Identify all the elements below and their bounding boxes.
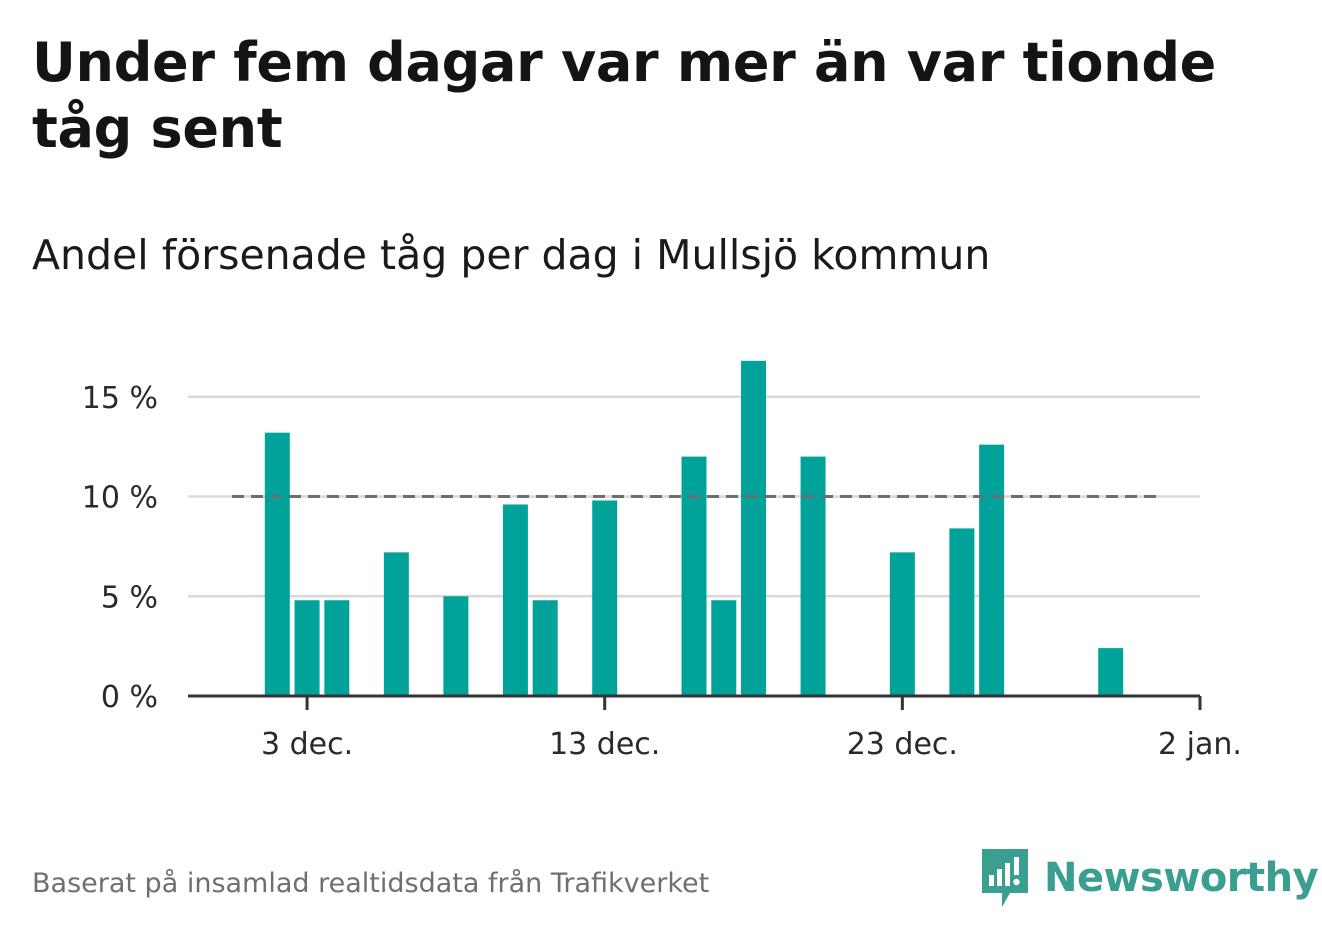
bar <box>502 504 528 696</box>
axis-layer: 0 % 5 % 10 % 15 % 3 dec. 13 dec. 23 dec. 2 jan. <box>82 381 1242 762</box>
x-tick-label: 23 dec. <box>847 727 958 762</box>
y-tick-label: 10 % <box>82 481 158 516</box>
bar <box>443 596 469 696</box>
source-note: Baserat på insamlad realtidsdata från Tr… <box>32 868 710 899</box>
x-tick-label: 2 jan. <box>1158 727 1242 762</box>
y-tick-label: 15 % <box>82 381 158 416</box>
bar <box>324 600 350 696</box>
bar-chart: 0 % 5 % 10 % 15 % 3 dec. 13 dec. 23 dec. 2 jan. <box>82 360 1242 762</box>
bar <box>532 600 558 696</box>
bar <box>979 444 1005 696</box>
bar <box>681 456 707 696</box>
bar <box>1098 648 1124 696</box>
brand-logo: Newsworthy <box>980 846 1319 910</box>
x-tick-label: 3 dec. <box>261 727 353 762</box>
x-tick-label: 13 dec. <box>549 727 660 762</box>
y-tick-label: 5 % <box>101 580 158 615</box>
bar <box>711 600 737 696</box>
y-tick-label: 0 % <box>101 680 158 715</box>
chart-title: Under fem dagar var mer än var tionde tå… <box>32 31 1216 160</box>
chart-subtitle: Andel försenade tåg per dag i Mullsjö ko… <box>32 231 991 279</box>
newsworthy-logo-icon <box>982 849 1028 907</box>
bar <box>949 528 975 696</box>
bar <box>592 500 618 696</box>
bar <box>383 552 409 696</box>
bars-layer <box>264 360 1124 696</box>
bar <box>889 552 915 696</box>
bar <box>741 360 767 696</box>
bar <box>264 432 290 696</box>
bar <box>294 600 320 696</box>
bar <box>800 456 826 696</box>
brand-name: Newsworthy <box>1044 855 1319 901</box>
